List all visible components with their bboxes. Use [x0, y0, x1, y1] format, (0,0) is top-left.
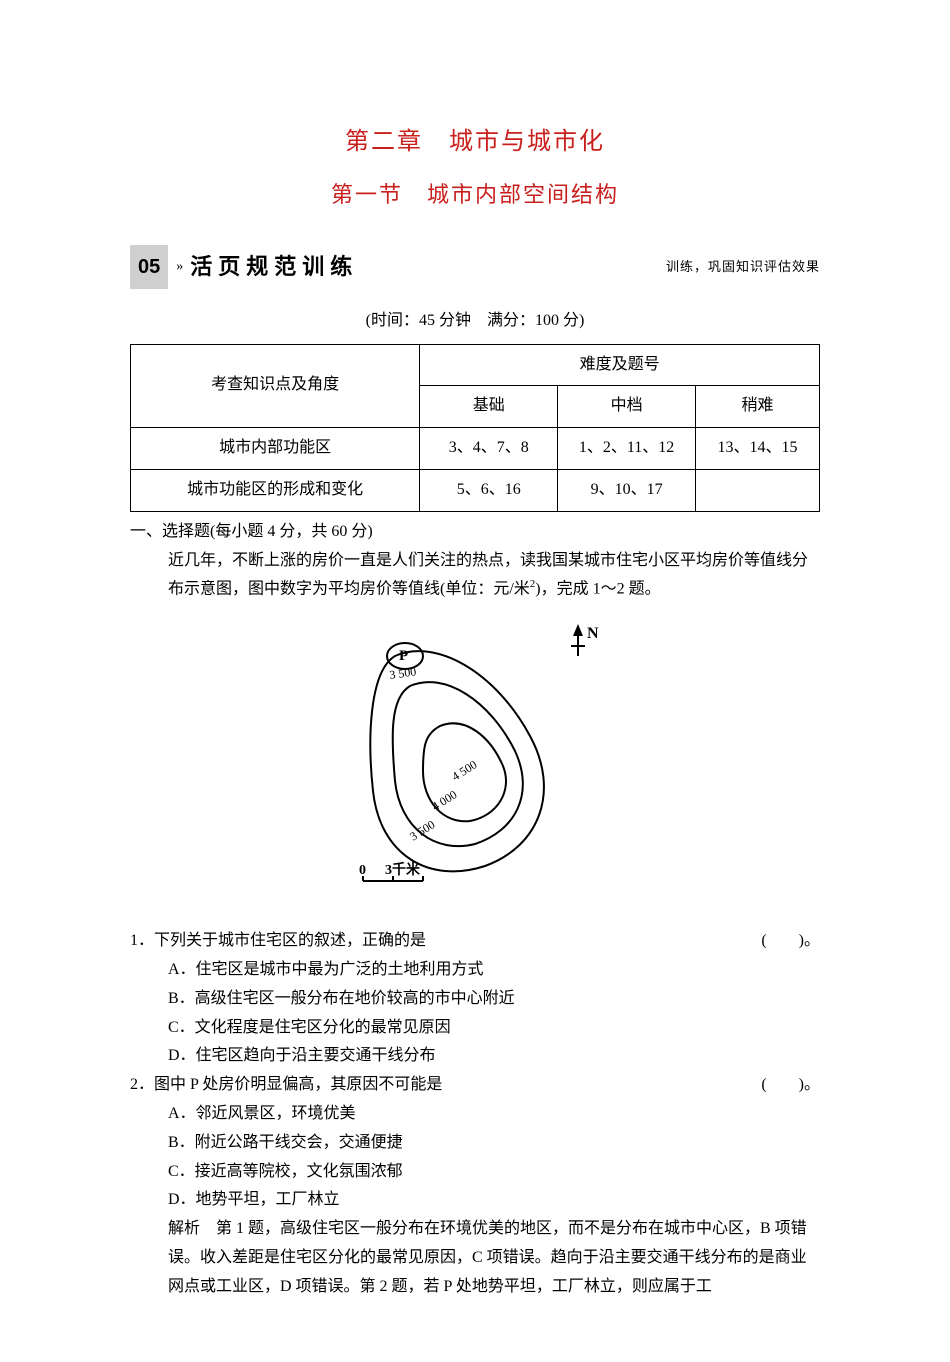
scale-0: 0 [359, 863, 366, 878]
level-medium: 中档 [558, 386, 696, 428]
topic-cell: 城市内部功能区 [131, 428, 420, 470]
intro-text: 近几年，不断上涨的房价一直是人们关注的热点，读我国某城市住宅小区平均房价等值线分… [168, 547, 820, 605]
cell [695, 469, 819, 511]
topic-cell: 城市功能区的形成和变化 [131, 469, 420, 511]
q2-stem-text: 图中 P 处房价明显偏高，其原因不可能是 [154, 1076, 442, 1093]
q1-options: A．住宅区是城市中最为广泛的土地利用方式 B．高级住宅区一般分布在地价较高的市中… [168, 956, 820, 1071]
question-2: 2．图中 P 处房价明显偏高，其原因不可能是 ( )。 A．邻近风景区，环境优美… [130, 1071, 820, 1215]
level-hard: 稍难 [695, 386, 819, 428]
timing-info: (时间：45 分钟 满分：100 分) [130, 307, 820, 336]
q2-opt-c: C．接近高等院校，文化氛围浓郁 [168, 1158, 820, 1187]
analysis-text: 解析 第 1 题，高级住宅区一般分布在环境优美的地区，而不是分布在城市中心区，B… [168, 1215, 820, 1301]
table-header-row: 考查知识点及角度 难度及题号 [131, 344, 820, 386]
q1-paren: ( )。 [741, 927, 820, 956]
q2-paren: ( )。 [741, 1071, 820, 1100]
level-basic: 基础 [420, 386, 558, 428]
col-knowledge: 考查知识点及角度 [131, 344, 420, 428]
table-row: 城市内部功能区 3、4、7、8 1、2、11、12 13、14、15 [131, 428, 820, 470]
q2-options: A．邻近风景区，环境优美 B．附近公路干线交会，交通便捷 C．接近高等院校，文化… [168, 1100, 820, 1215]
cell: 13、14、15 [695, 428, 819, 470]
question-1: 1．下列关于城市住宅区的叙述，正确的是 ( )。 A．住宅区是城市中最为广泛的土… [130, 927, 820, 1071]
figure-bg [335, 616, 615, 896]
q2-stem-line: 2．图中 P 处房价明显偏高，其原因不可能是 ( )。 [130, 1071, 820, 1100]
q2-num: 2． [130, 1076, 154, 1093]
q1-opt-d: D．住宅区趋向于沿主要交通干线分布 [168, 1042, 820, 1071]
q2-opt-b: B．附近公路干线交会，交通便捷 [168, 1129, 820, 1158]
q1-stem-line: 1．下列关于城市住宅区的叙述，正确的是 ( )。 [130, 927, 820, 956]
q2-opt-a: A．邻近风景区，环境优美 [168, 1100, 820, 1129]
q1-stem: 1．下列关于城市住宅区的叙述，正确的是 [130, 927, 741, 956]
practice-header: 05 » 活页规范训练 训练，巩固知识评估效果 [130, 245, 820, 289]
cell: 3、4、7、8 [420, 428, 558, 470]
page-container: 第二章 城市与城市化 第一节 城市内部空间结构 05 » 活页规范训练 训练，巩… [0, 0, 950, 1362]
intro-tail: )，完成 1～2 题。 [535, 581, 660, 598]
table-row: 城市功能区的形成和变化 5、6、16 9、10、17 [131, 469, 820, 511]
contour-map-figure: N P 3 500 4 500 4 000 3 500 0 3千米 [335, 616, 615, 896]
intro-main: 近几年，不断上涨的房价一直是人们关注的热点，读我国某城市住宅小区平均房价等值线分… [168, 552, 808, 598]
cell: 5、6、16 [420, 469, 558, 511]
practice-header-left: 05 » 活页规范训练 [130, 245, 358, 289]
figure-container: N P 3 500 4 500 4 000 3 500 0 3千米 [130, 616, 820, 907]
difficulty-table: 考查知识点及角度 难度及题号 基础 中档 稍难 城市内部功能区 3、4、7、8 … [130, 344, 820, 512]
north-label: N [587, 625, 599, 642]
p-label: P [399, 648, 408, 664]
chapter-title: 第二章 城市与城市化 [130, 120, 820, 163]
section-title: 第一节 城市内部空间结构 [130, 175, 820, 215]
q1-stem-text: 下列关于城市住宅区的叙述，正确的是 [154, 932, 426, 949]
scale-3km: 3千米 [385, 861, 421, 878]
col-difficulty: 难度及题号 [420, 344, 820, 386]
cell: 9、10、17 [558, 469, 696, 511]
q2-opt-d: D．地势平坦，工厂林立 [168, 1186, 820, 1215]
q2-stem: 2．图中 P 处房价明显偏高，其原因不可能是 [130, 1071, 741, 1100]
arrow-icon: » [176, 254, 180, 279]
cell: 1、2、11、12 [558, 428, 696, 470]
section1-header: 一、选择题(每小题 4 分，共 60 分) [130, 518, 820, 547]
q1-opt-a: A．住宅区是城市中最为广泛的土地利用方式 [168, 956, 820, 985]
practice-note: 训练，巩固知识评估效果 [666, 255, 820, 278]
q1-opt-c: C．文化程度是住宅区分化的最常见原因 [168, 1014, 820, 1043]
practice-title: 活页规范训练 [190, 247, 358, 287]
q1-opt-b: B．高级住宅区一般分布在地价较高的市中心附近 [168, 985, 820, 1014]
q1-num: 1． [130, 932, 154, 949]
section-number-box: 05 [130, 245, 168, 289]
